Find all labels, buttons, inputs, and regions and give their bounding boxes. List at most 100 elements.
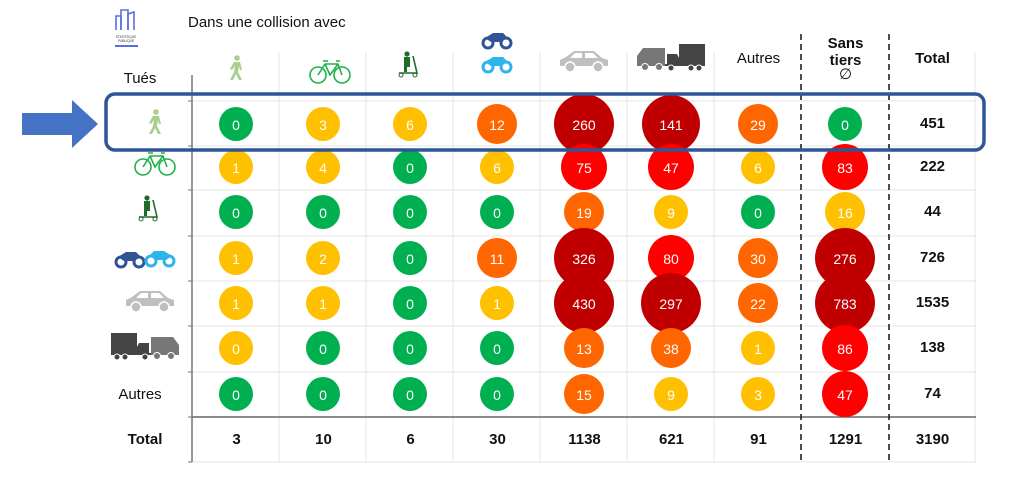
column-header-autres: Autres xyxy=(736,50,781,67)
column-total: 91 xyxy=(750,431,767,448)
bubble xyxy=(822,371,868,417)
bubble-cell: 12 xyxy=(477,104,517,144)
bubble-value: 1 xyxy=(319,296,327,312)
bubble-value: 29 xyxy=(750,117,766,133)
bubble-value: 22 xyxy=(750,296,766,312)
bubble-cell: 86 xyxy=(822,325,868,371)
bubble-cell: 1 xyxy=(219,150,253,184)
bubble xyxy=(480,331,514,365)
bubble xyxy=(306,195,340,229)
bubble xyxy=(825,192,865,232)
bubble xyxy=(480,195,514,229)
bubble-cell: 6 xyxy=(480,150,514,184)
bubble-cell: 4 xyxy=(306,150,340,184)
bubble-cell: 3 xyxy=(306,107,340,141)
bubble-cell: 3 xyxy=(741,377,775,411)
bubble xyxy=(306,107,340,141)
bubble-value: 16 xyxy=(837,205,853,221)
bubble xyxy=(654,195,688,229)
svg-text:STATISTIQUE: STATISTIQUE xyxy=(116,35,136,39)
sans-tiers-label: Sans tiers xyxy=(827,35,864,69)
bubble-cell: 9 xyxy=(654,195,688,229)
bubble xyxy=(393,377,427,411)
bubble xyxy=(561,144,607,190)
bubble-cell: 0 xyxy=(306,331,340,365)
bubble xyxy=(219,195,253,229)
bubble xyxy=(393,286,427,320)
bubble xyxy=(738,104,778,144)
bubble-cell: 75 xyxy=(561,144,607,190)
bubble xyxy=(554,94,614,154)
bubble-cell: 47 xyxy=(648,144,694,190)
bubble-cell: 6 xyxy=(393,107,427,141)
row-total: 74 xyxy=(924,385,941,402)
bubble xyxy=(651,328,691,368)
bubble-cell: 297 xyxy=(641,273,701,333)
bubble-value: 0 xyxy=(493,205,501,221)
bubble-value: 83 xyxy=(837,160,853,176)
row-total: 726 xyxy=(919,249,946,266)
bubble-cell: 47 xyxy=(822,371,868,417)
bubble-value: 297 xyxy=(659,296,683,312)
bubble xyxy=(738,283,778,323)
column-header-car-icon xyxy=(560,51,608,73)
bubble-cell: 16 xyxy=(825,192,865,232)
bubble xyxy=(393,195,427,229)
bubble xyxy=(306,286,340,320)
row-label-car-icon xyxy=(126,291,174,313)
column-header-truck-van-icon xyxy=(637,44,705,72)
bubble xyxy=(564,192,604,232)
bubble-cell: 1 xyxy=(741,331,775,365)
bubble-cell: 0 xyxy=(393,331,427,365)
bubble-value: 3 xyxy=(754,387,762,403)
bubble xyxy=(219,331,253,365)
bubble-value: 1 xyxy=(232,251,240,267)
bubble-value: 0 xyxy=(406,296,414,312)
bubble-value: 430 xyxy=(572,296,596,312)
bubble-value: 47 xyxy=(663,160,679,176)
grand-total: 3190 xyxy=(915,431,950,448)
bubble-value: 0 xyxy=(232,341,240,357)
bubble-value: 13 xyxy=(576,341,592,357)
bubble-cell: 19 xyxy=(564,192,604,232)
bubble-value: 0 xyxy=(232,117,240,133)
bubble-value: 38 xyxy=(663,341,679,357)
column-total: 3 xyxy=(232,431,241,448)
bubble xyxy=(822,144,868,190)
column-total: 6 xyxy=(406,431,415,448)
row-label-pedestrian-icon xyxy=(149,109,161,134)
bubble-cell: 1 xyxy=(306,286,340,320)
column-total: 30 xyxy=(489,431,506,448)
bubble xyxy=(554,273,614,333)
row-label-total: Total xyxy=(127,431,163,448)
bubble xyxy=(477,238,517,278)
bubble-cell: 6 xyxy=(741,150,775,184)
bubble-value: 0 xyxy=(319,341,327,357)
bubble-value: 47 xyxy=(837,387,853,403)
chart-title: Dans une collision avec xyxy=(188,14,346,31)
bubble-cell: 1 xyxy=(219,286,253,320)
empty-set-symbol: ∅ xyxy=(838,66,853,83)
row-label-moped-icon xyxy=(144,251,176,268)
bubble-cell: 80 xyxy=(648,235,694,281)
bubble-cell: 15 xyxy=(564,374,604,414)
bubble xyxy=(554,228,614,288)
bubble xyxy=(306,241,340,275)
bubble-value: 6 xyxy=(493,160,501,176)
row-label-truck-van-icon xyxy=(111,333,179,361)
bubble-cell: 0 xyxy=(393,241,427,275)
bubble xyxy=(477,104,517,144)
bubble xyxy=(393,107,427,141)
bubble-cell: 0 xyxy=(306,195,340,229)
bubble-cell: 0 xyxy=(480,331,514,365)
row-label-bicycle-icon xyxy=(134,152,176,176)
bubble-cell: 0 xyxy=(393,377,427,411)
bubble xyxy=(642,95,700,153)
bubble-value: 6 xyxy=(406,117,414,133)
bubble-value: 86 xyxy=(837,341,853,357)
bubble-cell: 430 xyxy=(554,273,614,333)
bubble-value: 0 xyxy=(319,205,327,221)
bubble xyxy=(564,328,604,368)
column-total: 10 xyxy=(315,431,332,448)
